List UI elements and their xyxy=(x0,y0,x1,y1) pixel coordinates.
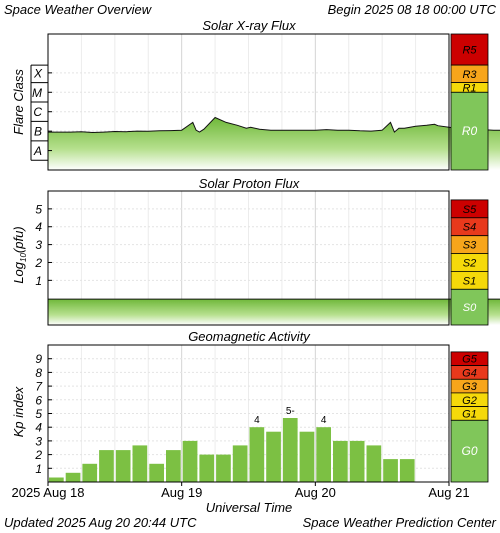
kp-bar xyxy=(65,472,81,482)
scale-label: S5 xyxy=(463,204,477,216)
scale-level-s0 xyxy=(450,288,489,326)
header-title: Space Weather Overview xyxy=(4,2,153,17)
proton-panel: 5 4 3 2 1 S5 S4 S3 S2 S1 S0 xyxy=(34,190,500,326)
kp-bar xyxy=(266,431,281,482)
proton-ylabel: Log10(pfu) xyxy=(11,226,28,283)
kp-bar xyxy=(282,418,298,482)
geomag-ytick-label: 5 xyxy=(35,407,42,421)
scale-label: S4 xyxy=(463,222,476,234)
header-begin: Begin 2025 08 18 00:00 UTC xyxy=(328,2,497,17)
scale-label: S1 xyxy=(463,275,476,287)
kp-bar xyxy=(166,450,181,482)
kp-bar xyxy=(115,450,131,482)
kp-bar xyxy=(333,440,348,482)
kp-bar xyxy=(399,459,415,482)
proton-ytick-label: 5 xyxy=(35,202,42,216)
geomag-ytick-label: 1 xyxy=(35,462,42,476)
scale-level-g0 xyxy=(450,419,489,483)
kp-bar xyxy=(383,459,398,482)
x-tick-label: Aug 20 xyxy=(295,485,336,500)
geomag-title: Geomagnetic Activity xyxy=(188,329,311,344)
geomag-ytick-label: 7 xyxy=(35,380,43,394)
kp-bar xyxy=(349,440,365,482)
footer-center: Space Weather Prediction Center xyxy=(303,515,497,530)
kp-bar xyxy=(316,427,331,482)
geomag-ytick-label: 2 xyxy=(34,448,42,462)
xray-flux-area xyxy=(48,117,500,170)
geomag-ytick-label: 8 xyxy=(35,366,42,380)
geomag-ytick-label: 6 xyxy=(35,393,42,407)
kp-bar xyxy=(132,445,148,482)
scale-label: R5 xyxy=(462,45,477,57)
kp-bar xyxy=(299,431,315,482)
kp-bar xyxy=(232,445,248,482)
xray-ytick-label: B xyxy=(34,125,42,139)
xray-ytick-label: A xyxy=(33,144,42,158)
kp-bar xyxy=(49,477,64,482)
footer-updated: Updated 2025 Aug 20 20:44 UTC xyxy=(4,515,197,530)
proton-ytick-label: 1 xyxy=(35,274,42,288)
xray-title: Solar X-ray Flux xyxy=(202,18,296,33)
kp-bar xyxy=(99,450,114,482)
scale-label: S2 xyxy=(463,258,476,270)
scale-label: S0 xyxy=(463,302,477,314)
kp-bar-label: 4 xyxy=(321,415,327,426)
scale-level-r0 xyxy=(450,91,489,171)
xray-ytick-label: C xyxy=(33,105,42,119)
geomag-ytick-label: 9 xyxy=(35,352,42,366)
proton-ytick-label: 2 xyxy=(34,256,42,270)
kp-bar xyxy=(82,463,98,482)
x-tick-label: 2025 Aug 18 xyxy=(11,485,84,500)
geomag-ylabel: Kp index xyxy=(11,386,26,437)
proton-ytick-label: 3 xyxy=(35,238,42,252)
proton-flux-area xyxy=(48,299,500,325)
kp-bar-label: 4 xyxy=(254,415,260,426)
xray-ylabel: Flare Class xyxy=(11,69,26,135)
geomag-ytick-label: 4 xyxy=(35,421,42,435)
xray-ytick-label: M xyxy=(32,86,42,100)
scale-label: R0 xyxy=(462,124,478,138)
scale-label: G5 xyxy=(462,354,478,366)
kp-bar xyxy=(199,454,215,482)
scale-level-r5 xyxy=(450,33,489,66)
kp-bar-label: 5- xyxy=(286,406,295,417)
x-axis-label: Universal Time xyxy=(206,500,293,515)
scale-label: G4 xyxy=(462,367,477,379)
kp-bar xyxy=(216,454,231,482)
proton-noaa-scale: S5 S4 S3 S2 S1 S0 xyxy=(450,199,489,326)
scale-label: R1 xyxy=(462,82,476,94)
kp-bar xyxy=(366,445,382,482)
scale-label: R3 xyxy=(462,69,477,81)
xray-ytick-label: X xyxy=(33,66,43,80)
scale-label: G0 xyxy=(461,444,477,458)
kp-bar xyxy=(149,463,164,482)
proton-ytick-label: 4 xyxy=(35,220,42,234)
proton-title: Solar Proton Flux xyxy=(199,176,300,191)
kp-bar xyxy=(249,427,265,482)
proton-plot-frame xyxy=(47,190,450,326)
scale-label: G3 xyxy=(462,381,478,393)
kp-bar xyxy=(182,440,198,482)
x-tick-label: Aug 21 xyxy=(428,485,469,500)
scale-label: G2 xyxy=(462,395,477,407)
scale-label: G1 xyxy=(462,409,477,421)
geomag-ytick-label: 3 xyxy=(35,434,42,448)
scale-label: S3 xyxy=(463,240,477,252)
x-tick-label: Aug 19 xyxy=(161,485,202,500)
